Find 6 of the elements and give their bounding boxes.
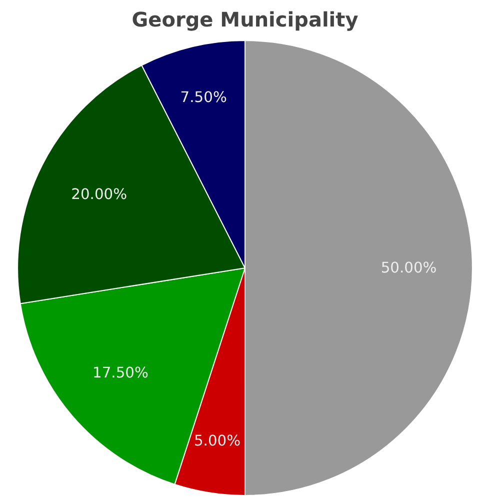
chart-title: George Municipality bbox=[132, 8, 358, 32]
data-label: 20.00% bbox=[71, 186, 128, 204]
data-label: 7.50% bbox=[180, 89, 227, 106]
data-label: 50.00% bbox=[380, 260, 437, 276]
data-label: 5.00% bbox=[194, 432, 241, 450]
data-label: 17.50% bbox=[92, 364, 148, 382]
